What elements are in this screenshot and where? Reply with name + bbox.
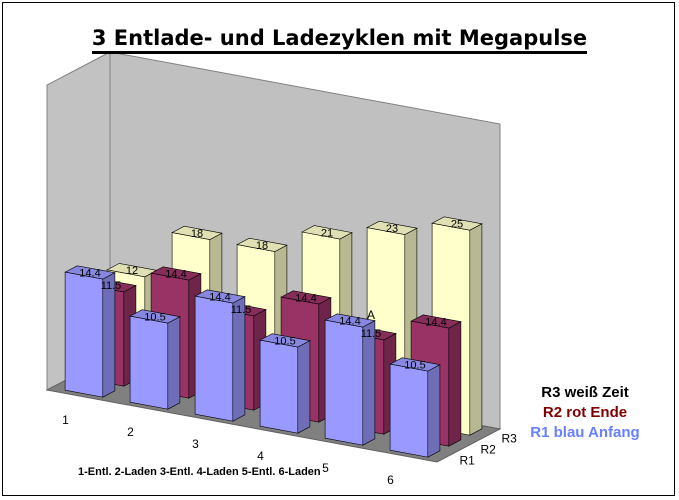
legend-entry-r2: R2 rot Ende (542, 404, 628, 421)
bar-r2-cat-4-top (280, 290, 332, 305)
bar-r1-cat-3-front (194, 295, 234, 422)
bar-r1-cat-4 (259, 333, 311, 434)
data-label-r3-cat-4: 21 (321, 227, 333, 239)
bar-r3-cat-6-side (469, 223, 483, 436)
bar-r1-cat-2-side (167, 316, 181, 410)
data-label-r1-cat-6: 10.5 (404, 359, 425, 371)
data-label-r2-cat-3: 11.5 (231, 304, 252, 316)
bar-r3-cat-3-top (236, 237, 288, 252)
x-tick-4: 4 (257, 449, 264, 463)
depth-tick-r2: R2 (481, 443, 497, 457)
data-label-r2-cat-5: 11.5 (361, 328, 382, 340)
data-label-r1-cat-4: 10.5 (274, 335, 295, 347)
bar-r1-cat-6-front (389, 363, 429, 458)
annotation-label: A (367, 308, 375, 322)
data-label-r1-cat-5: 14.4 (339, 315, 360, 327)
data-label-r2-cat-6: 14.4 (425, 316, 446, 328)
bar-r1-cat-5-top (324, 313, 376, 328)
data-label-r1-cat-2: 10.5 (144, 311, 165, 323)
bar-r1-cat-4-top (259, 333, 311, 348)
bar-r1-cat-1-front (64, 271, 104, 398)
bar-r1-cat-2-top (129, 309, 181, 324)
data-label-r2-cat-2: 14.4 (165, 268, 186, 280)
bar-r2-cat-6-side (448, 321, 462, 447)
depth-tick-r3: R3 (502, 432, 518, 446)
chart-frame (2, 2, 675, 496)
bar-r1-cat-4-front (259, 339, 299, 434)
data-label-r3-cat-1: 12 (126, 265, 138, 277)
bar-r1-cat-1 (64, 265, 116, 398)
x-tick-2: 2 (127, 425, 134, 439)
x-axis-ticks: 1 2 3 4 5 6 (62, 413, 394, 487)
data-label-r3-cat-5: 23 (386, 223, 398, 235)
bar-r2-cat-2-top (150, 266, 202, 281)
bar-r1-cat-2 (129, 309, 181, 410)
data-label-r3-cat-6: 25 (451, 219, 463, 231)
bar-r1-cat-6-top (389, 357, 441, 372)
data-label-r2-cat-1: 11.5 (101, 280, 122, 292)
depth-axis-ticks: R1 R2 R3 (460, 432, 518, 468)
x-tick-5: 5 (322, 461, 329, 475)
bar-r1-cat-2-front (129, 315, 169, 410)
legend: R3 weiß Zeit R2 rot Ende R1 blau Anfang (505, 383, 665, 443)
bar-r1-cat-3 (194, 289, 246, 422)
bar-r1-cat-6-side (427, 364, 441, 458)
bar-r2-cat-6-top (410, 314, 462, 329)
bar-r1-cat-5-front (324, 319, 364, 446)
bars (64, 216, 483, 458)
bar-r3-cat-2-top (171, 225, 223, 240)
x-tick-1: 1 (62, 413, 69, 427)
data-label-r3-cat-2: 18 (191, 228, 203, 240)
chart-title: 3 Entlade- und Ladezyklen mit Megapulse (0, 26, 679, 54)
data-label-r1-cat-3: 14.4 (209, 291, 230, 303)
bar-r1-cat-6 (389, 357, 441, 458)
legend-entry-r3: R3 weiß Zeit (541, 384, 629, 401)
bar-r1-cat-1-top (64, 265, 116, 280)
bar-r3-cat-4-top (301, 225, 353, 240)
legend-entry-r1: R1 blau Anfang (530, 424, 640, 441)
data-label-r1-cat-1: 14.4 (79, 267, 100, 279)
x-tick-3: 3 (192, 437, 199, 451)
data-label-r3-cat-3: 18 (256, 240, 268, 252)
bar-r3-cat-5-top (366, 220, 418, 235)
depth-tick-r1: R1 (460, 454, 476, 468)
bar-r1-cat-4-side (297, 340, 311, 434)
bar-r1-cat-5 (324, 313, 376, 446)
chart-caption: 1-Entl. 2-Laden 3-Entl. 4-Laden 5-Entl. … (78, 466, 321, 478)
data-label-r2-cat-4: 14.4 (295, 292, 316, 304)
bar-r3-cat-6-top (431, 216, 483, 231)
bar-r1-cat-3-top (194, 289, 246, 304)
x-tick-6: 6 (387, 473, 394, 487)
